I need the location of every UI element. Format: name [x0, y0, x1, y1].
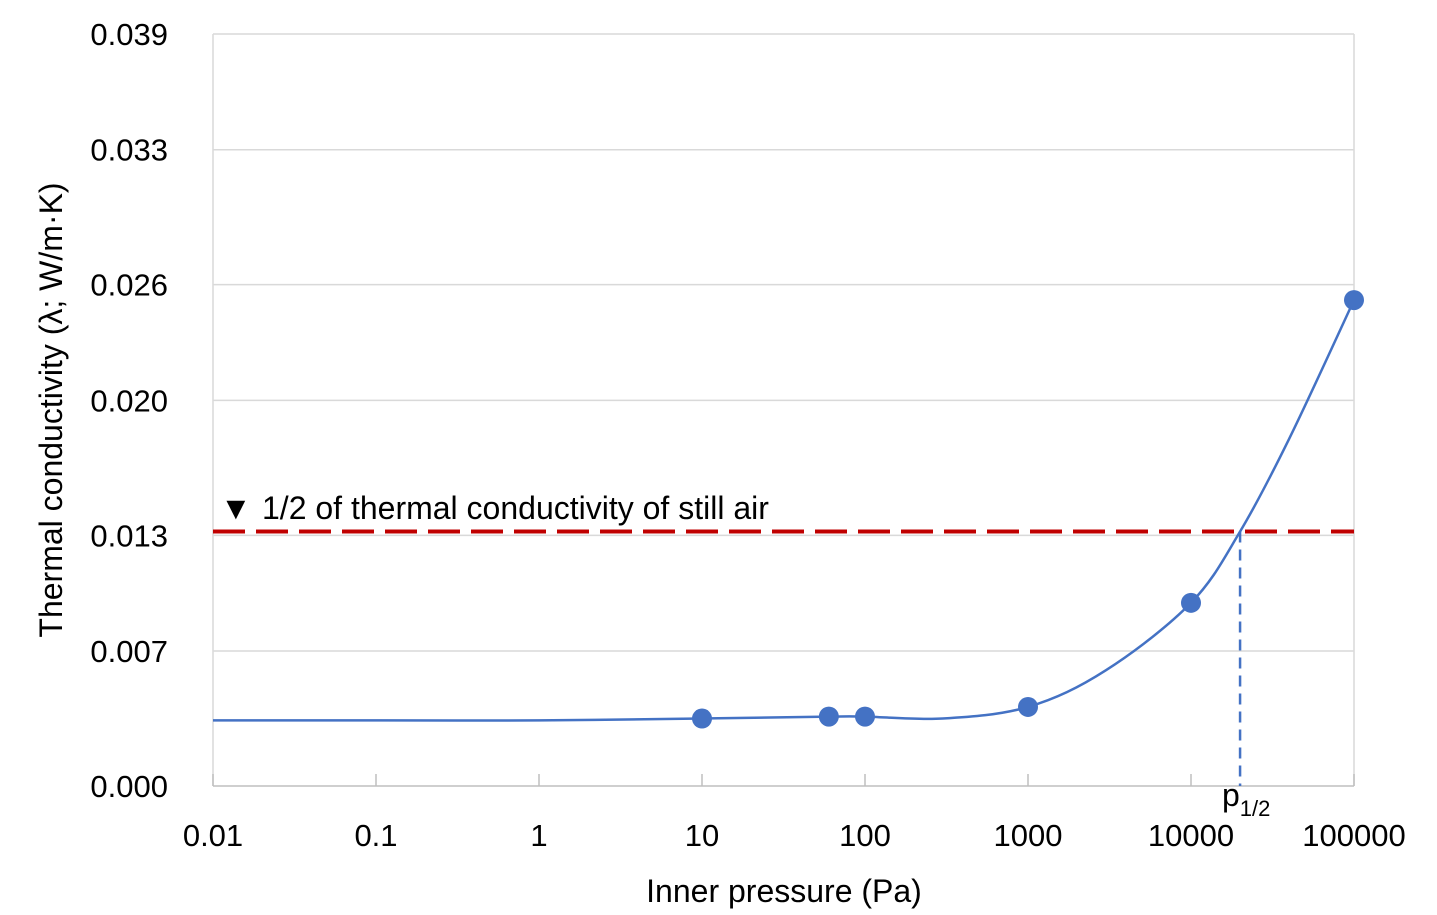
y-axis-title: Thermal conductivity (λ; W/m·K) [33, 182, 69, 637]
y-tick-label: 0.013 [90, 518, 168, 553]
x-tick-label: 10 [685, 818, 719, 853]
x-tick-label: 10000 [1148, 818, 1234, 853]
reference-marker-icon: ▼ [220, 490, 252, 526]
x-tick-label: 0.01 [183, 818, 243, 853]
x-tick-label: 100000 [1302, 818, 1405, 853]
grid-lines [213, 33, 1354, 652]
x-tick-label: 1000 [994, 818, 1063, 853]
x-axis-title: Inner pressure (Pa) [646, 873, 922, 909]
x-tick-label: 1 [530, 818, 547, 853]
reference-line-label: 1/2 of thermal conductivity of still air [262, 490, 769, 526]
tick-labels: 0.000 0.007 0.013 0.020 0.026 0.033 0.039 0.01 0… [90, 17, 1405, 853]
y-tick-label: 0.007 [90, 634, 168, 669]
reference-layer [213, 529, 1354, 786]
p-half-label: p1/2 [1222, 777, 1270, 821]
data-point [818, 706, 839, 727]
data-points [692, 290, 1364, 729]
y-tick-label: 0.000 [90, 769, 168, 804]
data-point [1344, 290, 1364, 311]
data-point [855, 706, 875, 727]
x-tick-label: 0.1 [354, 818, 397, 853]
y-tick-label: 0.020 [90, 383, 168, 418]
axes [212, 34, 1355, 787]
p-half-label-main: p [1222, 777, 1240, 813]
data-point [692, 708, 712, 729]
y-tick-label: 0.033 [90, 133, 168, 168]
x-tick-label: 100 [839, 818, 891, 853]
p-half-label-sub: 1/2 [1240, 796, 1271, 821]
fit-curve-layer [212, 299, 1356, 722]
data-point [1018, 696, 1038, 717]
data-point [1181, 592, 1201, 613]
y-tick-label: 0.026 [90, 268, 168, 303]
fit-curve [212, 299, 1356, 722]
y-tick-label: 0.039 [90, 17, 168, 52]
